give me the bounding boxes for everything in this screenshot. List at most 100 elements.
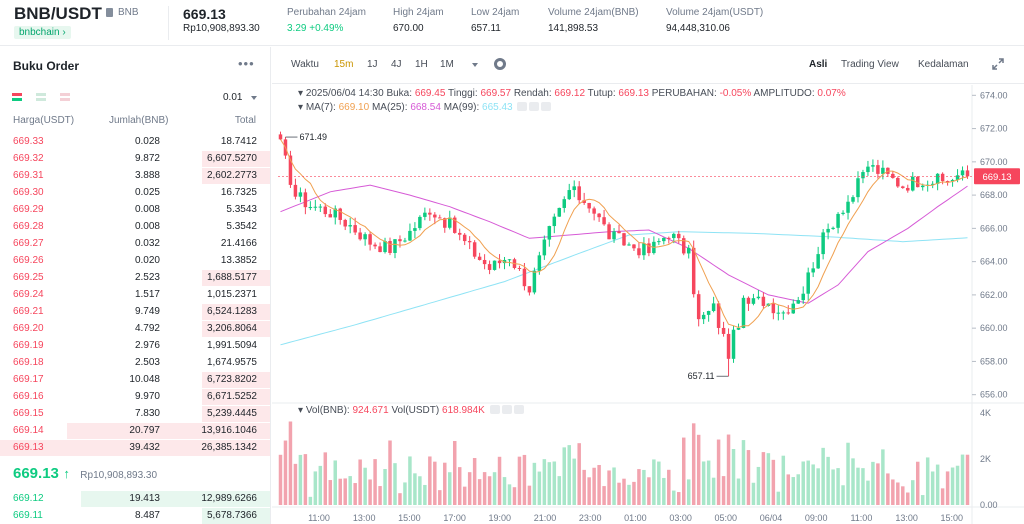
fullscreen-icon[interactable] [992,58,1004,70]
ask-row[interactable]: 669.15 7.830 5,239.4445 [0,405,270,422]
volume-bar [428,456,432,505]
mid-price: 669.13 [13,465,59,482]
ask-row[interactable]: 669.18 2.503 1,674.9575 [0,354,270,371]
chevron-down-icon[interactable] [472,63,478,67]
tab-1j[interactable]: 1J [367,59,378,70]
tab-1m[interactable]: 1M [440,59,454,70]
mid-price-row[interactable]: 669.13 ↑ Rp10,908,893.30 [13,465,157,483]
chart-canvas[interactable]: 674.00 672.00 670.00 668.00 666.00 664.00 662.… [272,85,1024,524]
ask-row[interactable]: 669.21 9.749 6,524.1283 [0,303,270,320]
ask-row[interactable]: 669.13 39.432 26,385.1342 [0,439,270,456]
ma7-label: MA(7): [305,102,336,113]
info-icon[interactable] [106,8,113,17]
candle-body [303,192,308,208]
volume-bar [602,486,606,505]
ask-total: 26,385.1342 [201,442,257,453]
ask-row[interactable]: 669.16 9.970 6,671.5252 [0,388,270,405]
low-label: Rendah: [513,88,552,99]
chevron-down-icon[interactable] [251,96,257,100]
volume-bar [627,484,631,505]
candle-body [582,200,586,203]
ask-row[interactable]: 669.14 20.797 13,916.1046 [0,422,270,439]
ask-row[interactable]: 669.27 0.032 21.4166 [0,235,270,252]
settings-icon[interactable] [529,102,540,111]
volume-bar [487,476,492,505]
volume-bar [920,495,925,505]
collapse-icon[interactable]: ▾ [298,88,304,99]
volume-bar [492,472,497,505]
more-options-icon[interactable]: ••• [238,56,255,71]
price-tick-label: 662.00 [980,290,1008,300]
candle-body [816,254,820,269]
bid-row[interactable]: 669.12 19.413 12,989.6266 [0,490,270,507]
volume-bar [726,434,731,505]
candle-body [826,228,830,233]
order-book-title: Buku Order [13,59,80,73]
collapse-icon[interactable]: ▾ [298,405,304,416]
volume-bar [597,464,601,505]
open-label: Buka: [386,88,413,99]
chain-tag[interactable]: bnbchain › [14,26,71,39]
asks-only-toggle-icon[interactable] [60,93,70,102]
volume-bar [696,434,701,505]
ask-qty: 0.032 [134,238,160,249]
tab-15m[interactable]: 15m [334,59,354,70]
tick-size-select[interactable]: 0.01 [223,92,243,103]
close-icon[interactable] [541,102,552,111]
ask-price: 669.29 [13,204,44,215]
pair-title[interactable]: BNB/USDT [14,4,102,23]
volume-bar [701,461,706,505]
ask-row[interactable]: 669.26 0.020 13.3852 [0,252,270,269]
candle-body [786,312,791,314]
time-tick-label: 09:00 [805,513,828,523]
settings-icon[interactable] [501,405,512,414]
eye-icon[interactable] [489,405,500,414]
candle-body [527,286,532,293]
volume-bar [776,491,781,505]
close-icon[interactable] [513,405,524,414]
volume-bar [393,463,397,505]
depth-bar [202,168,270,184]
candle-body [378,246,382,253]
volume-bar [945,471,950,505]
volume-bar [906,492,910,505]
candlestick-chart[interactable]: 674.00 672.00 670.00 668.00 666.00 664.00 662.… [272,85,1024,524]
candle-body [522,268,527,287]
view-asli[interactable]: Asli [809,59,828,70]
tab-1h[interactable]: 1H [415,59,428,70]
view-depth[interactable]: Kedalaman [918,59,969,70]
ask-row[interactable]: 669.20 4.792 3,206.8064 [0,320,270,337]
bids-only-toggle-icon[interactable] [36,93,46,102]
volume-bar [965,454,970,505]
tab-waktu[interactable]: Waktu [291,59,319,70]
ask-row[interactable]: 669.31 3.888 2,602.2773 [0,167,270,184]
ask-row[interactable]: 669.17 10.048 6,723.8202 [0,371,270,388]
gear-icon[interactable] [494,58,506,70]
eye-icon[interactable] [517,102,528,111]
ask-row[interactable]: 669.24 1.517 1,015.2371 [0,286,270,303]
candle-body [856,178,860,198]
time-tick-label: 03:00 [669,513,692,523]
candle-body [756,296,761,299]
time-tick-label: 13:00 [895,513,918,523]
ask-row[interactable]: 669.29 0.008 5.3543 [0,201,270,218]
bid-row[interactable]: 669.11 8.487 5,678.7366 [0,507,270,524]
view-trading-view[interactable]: Trading View [841,59,899,70]
ask-row[interactable]: 669.33 0.028 18.7412 [0,133,270,150]
ask-row[interactable]: 669.28 0.008 5.3542 [0,218,270,235]
volume-bar [482,472,487,505]
chart-toolbar: Waktu 15m 1J 4J 1H 1M Asli Trading View … [272,47,1024,84]
ask-row[interactable]: 669.32 9.872 6,607.5270 [0,150,270,167]
tab-4j[interactable]: 4J [391,59,402,70]
candle-body [677,233,681,239]
ask-row[interactable]: 669.30 0.025 16.7325 [0,184,270,201]
ask-total: 2,602.2773 [206,170,257,181]
both-sides-toggle-icon[interactable] [12,93,22,102]
candle-body [901,186,905,188]
ask-row[interactable]: 669.19 2.976 1,991.5094 [0,337,270,354]
candle-body [706,310,711,315]
candle-body [358,232,362,240]
ask-row[interactable]: 669.25 2.523 1,688.5177 [0,269,270,286]
collapse-icon[interactable]: ▾ [298,102,304,113]
volume-bar [572,458,576,505]
